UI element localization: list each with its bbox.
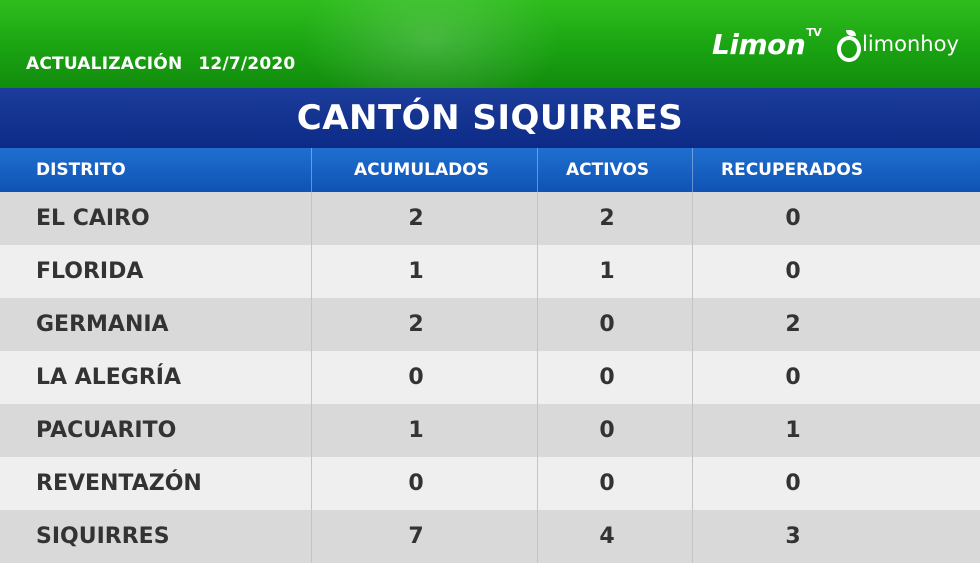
cell-distrito: GERMANIA [36,312,169,337]
cell-recuperados: 0 [785,471,801,496]
cell-activos: 0 [599,365,615,390]
update-label: ACTUALIZACIÓN [26,54,183,74]
cell-distrito: PACUARITO [36,418,177,443]
limontv-logo-text: Limon [712,28,806,61]
cell-acumulados: 2 [408,206,424,231]
cell-distrito: REVENTAZÓN [36,471,202,496]
table-row: SIQUIRRES 7 4 3 [0,510,980,563]
table-row: PACUARITO 1 0 1 [0,404,980,457]
cell-recuperados: 3 [785,524,801,549]
cell-acumulados: 1 [408,418,424,443]
cell-recuperados: 0 [785,365,801,390]
cell-activos: 0 [599,418,615,443]
cell-recuperados: 0 [785,259,801,284]
table-row: EL CAIRO 2 2 0 [0,192,980,245]
cell-distrito: FLORIDA [36,259,144,284]
column-header-activos: ACTIVOS [566,160,650,180]
table-header: DISTRITO ACUMULADOS ACTIVOS RECUPERADOS [0,148,980,192]
cell-activos: 1 [599,259,615,284]
cell-acumulados: 2 [408,312,424,337]
cell-activos: 0 [599,471,615,496]
cell-distrito: EL CAIRO [36,206,150,231]
limontv-logo: LimonTV [712,26,822,61]
update-info: ACTUALIZACIÓN 12/7/2020 [26,54,295,74]
table-row: GERMANIA 2 0 2 [0,298,980,351]
cell-recuperados: 0 [785,206,801,231]
table-row: REVENTAZÓN 0 0 0 [0,457,980,510]
cell-activos: 2 [599,206,615,231]
cell-activos: 0 [599,312,615,337]
table-row: FLORIDA 1 1 0 [0,245,980,298]
limonhoy-logo: limonhoy [836,30,959,62]
limontv-logo-suffix: TV [806,26,822,39]
cell-acumulados: 7 [408,524,424,549]
cell-recuperados: 2 [785,312,801,337]
cell-acumulados: 1 [408,259,424,284]
limonhoy-logo-text: limonhoy [862,32,959,56]
cell-distrito: LA ALEGRÍA [36,365,181,390]
page-title: CANTÓN SIQUIRRES [0,88,980,148]
cell-distrito: SIQUIRRES [36,524,170,549]
banner-decoration [300,0,560,88]
table-body: EL CAIRO 2 2 0 FLORIDA 1 1 0 GERMANIA 2 … [0,192,980,563]
column-header-distrito: DISTRITO [36,160,126,180]
update-date: 12/7/2020 [198,54,296,74]
column-header-acumulados: ACUMULADOS [354,160,489,180]
cell-activos: 4 [599,524,615,549]
cell-acumulados: 0 [408,471,424,496]
column-header-recuperados: RECUPERADOS [721,160,864,180]
top-banner: ACTUALIZACIÓN 12/7/2020 LimonTV limonhoy [0,0,980,88]
cell-acumulados: 0 [408,365,424,390]
lemon-icon [836,30,861,62]
cell-recuperados: 1 [785,418,801,443]
table-row: LA ALEGRÍA 0 0 0 [0,351,980,404]
